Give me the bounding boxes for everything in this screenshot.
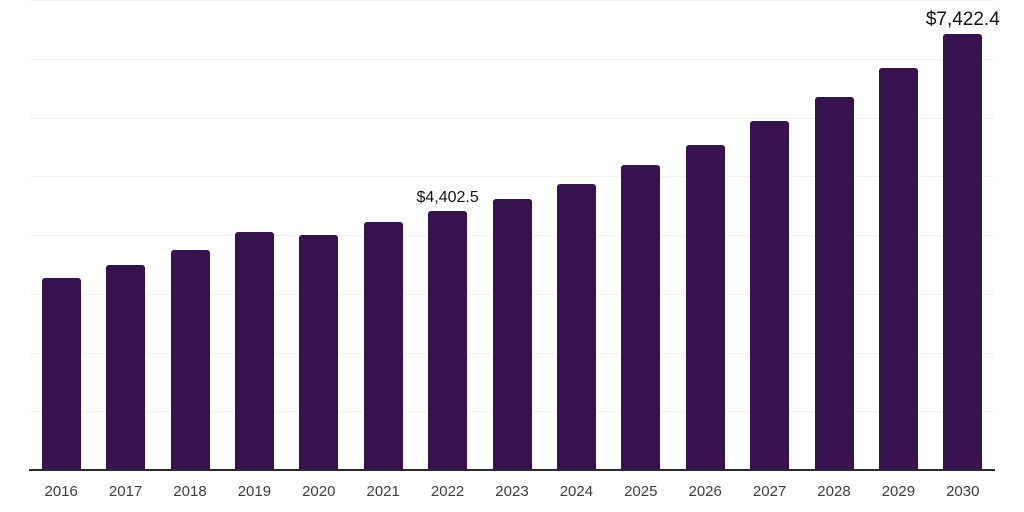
x-tick-label-2029: 2029 — [881, 483, 916, 500]
x-tick-label-2024: 2024 — [559, 483, 594, 500]
gridline — [29, 58, 995, 60]
x-tick-label-2016: 2016 — [44, 483, 78, 500]
bar-2019 — [234, 232, 274, 470]
bar-2018 — [170, 249, 210, 470]
bar-2028 — [814, 97, 854, 470]
x-tick-label-2028: 2028 — [817, 483, 851, 500]
bar-2026 — [685, 145, 725, 470]
gridline — [29, 0, 995, 1]
gridline — [29, 117, 995, 119]
gridline — [29, 176, 995, 178]
bar-2021 — [363, 222, 403, 470]
x-tick-label-2027: 2027 — [752, 483, 787, 500]
bar-2020 — [299, 235, 339, 470]
x-axis-labels: 2016 2017 2018 2019 2020 2021 2022 2023 2024 2025… — [29, 483, 995, 504]
x-tick-label-2022: 2022 — [430, 483, 465, 500]
bar-2023 — [492, 199, 532, 470]
x-tick-label-2018: 2018 — [173, 483, 207, 500]
bar-2030 — [943, 33, 983, 470]
x-tick-label-2023: 2023 — [495, 483, 529, 500]
bar-value-label-2030: $7,422.4 — [925, 8, 1000, 30]
bar-2027 — [750, 121, 790, 470]
x-tick-label-2020: 2020 — [302, 483, 336, 500]
bar-2025 — [621, 164, 661, 470]
bar-2016 — [41, 277, 81, 470]
x-tick-label-2019: 2019 — [237, 483, 272, 500]
x-tick-label-2025: 2025 — [624, 483, 658, 500]
x-tick-label-2030: 2030 — [946, 483, 980, 500]
bar-2017 — [106, 265, 146, 470]
bar-2022 — [428, 211, 468, 470]
x-axis-line — [29, 469, 995, 471]
bar-value-label-2022: $4,402.5 — [416, 189, 479, 207]
x-tick-label-2021: 2021 — [366, 483, 400, 500]
bar-2024 — [556, 183, 596, 470]
x-tick-label-2026: 2026 — [688, 483, 722, 500]
bar-2029 — [878, 67, 918, 470]
x-tick-label-2017: 2017 — [108, 483, 143, 500]
plot-area: $4,402.5 $7,422.4 — [29, 0, 1000, 471]
